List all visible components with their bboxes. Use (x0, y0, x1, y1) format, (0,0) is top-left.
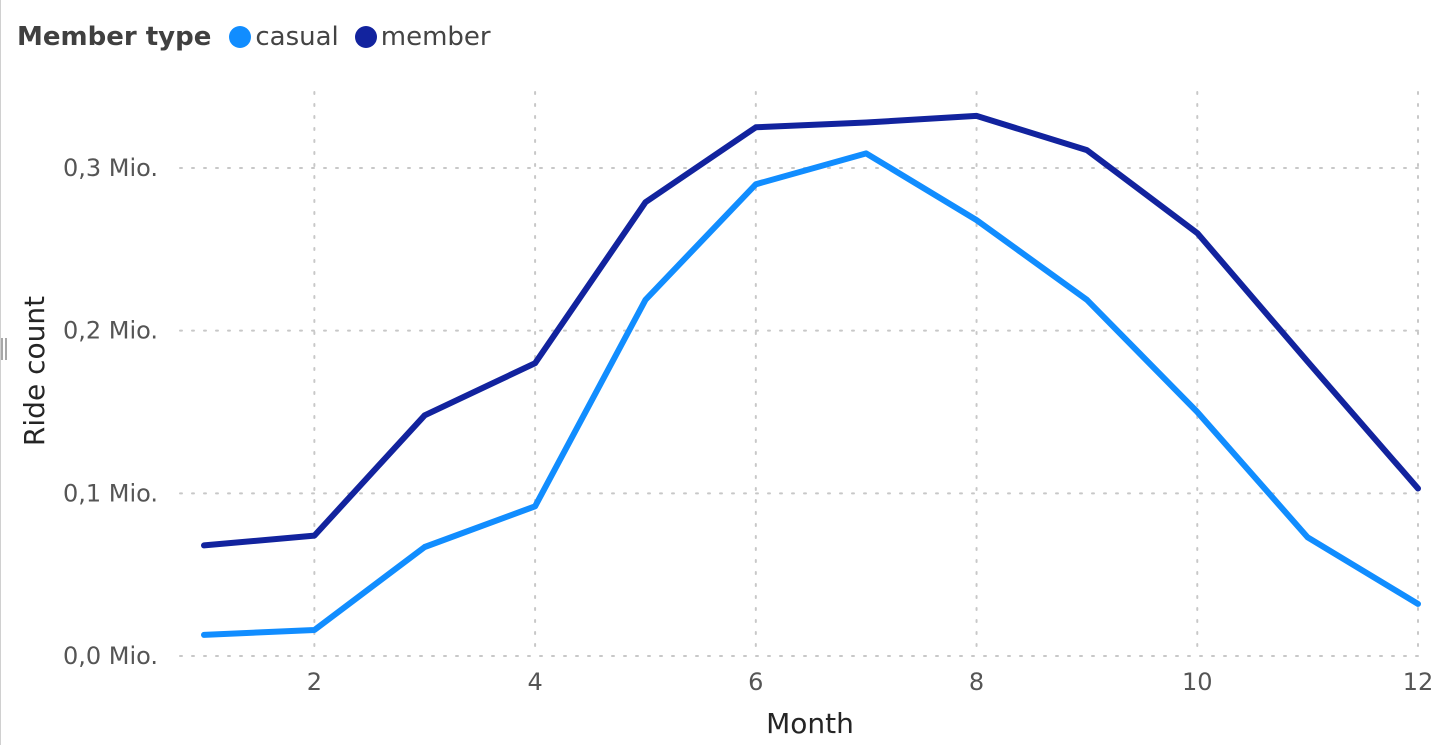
x-tick-label: 10 (1182, 668, 1213, 696)
x-tick-label: 4 (527, 668, 542, 696)
x-tick-label: 6 (748, 668, 763, 696)
legend: Member type casual member (17, 18, 507, 56)
y-tick-label: 0,2 Mio. (63, 317, 158, 345)
gridlines (179, 91, 1429, 657)
x-tick-label: 8 (969, 668, 984, 696)
legend-label-casual: casual (255, 22, 339, 52)
legend-marker-casual (229, 26, 252, 48)
y-axis-title: Ride count (18, 296, 51, 446)
visual-frame-edge (0, 0, 4, 745)
x-axis-title: Month (766, 707, 854, 740)
plot-area[interactable] (201, 112, 1421, 638)
x-axis-ticks: 2 4 6 8 10 12 (307, 668, 1434, 696)
series-line-casual[interactable] (201, 150, 1421, 638)
legend-item-member[interactable]: member (354, 22, 491, 52)
legend-label-member: member (380, 22, 491, 52)
legend-item-casual[interactable]: casual (229, 22, 339, 52)
x-tick-label: 2 (307, 668, 322, 696)
legend-title: Member type (17, 22, 212, 52)
y-tick-label: 0,3 Mio. (63, 154, 158, 182)
y-tick-label: 0,1 Mio. (63, 479, 158, 507)
series-line-member[interactable] (201, 112, 1421, 549)
legend-marker-member (354, 26, 377, 48)
y-axis-ticks: 0,0 Mio. 0,1 Mio. 0,2 Mio. 0,3 Mio. (63, 154, 158, 670)
resize-handle[interactable] (1, 338, 7, 360)
y-tick-label: 0,0 Mio. (63, 642, 158, 670)
x-tick-label: 12 (1403, 668, 1434, 696)
